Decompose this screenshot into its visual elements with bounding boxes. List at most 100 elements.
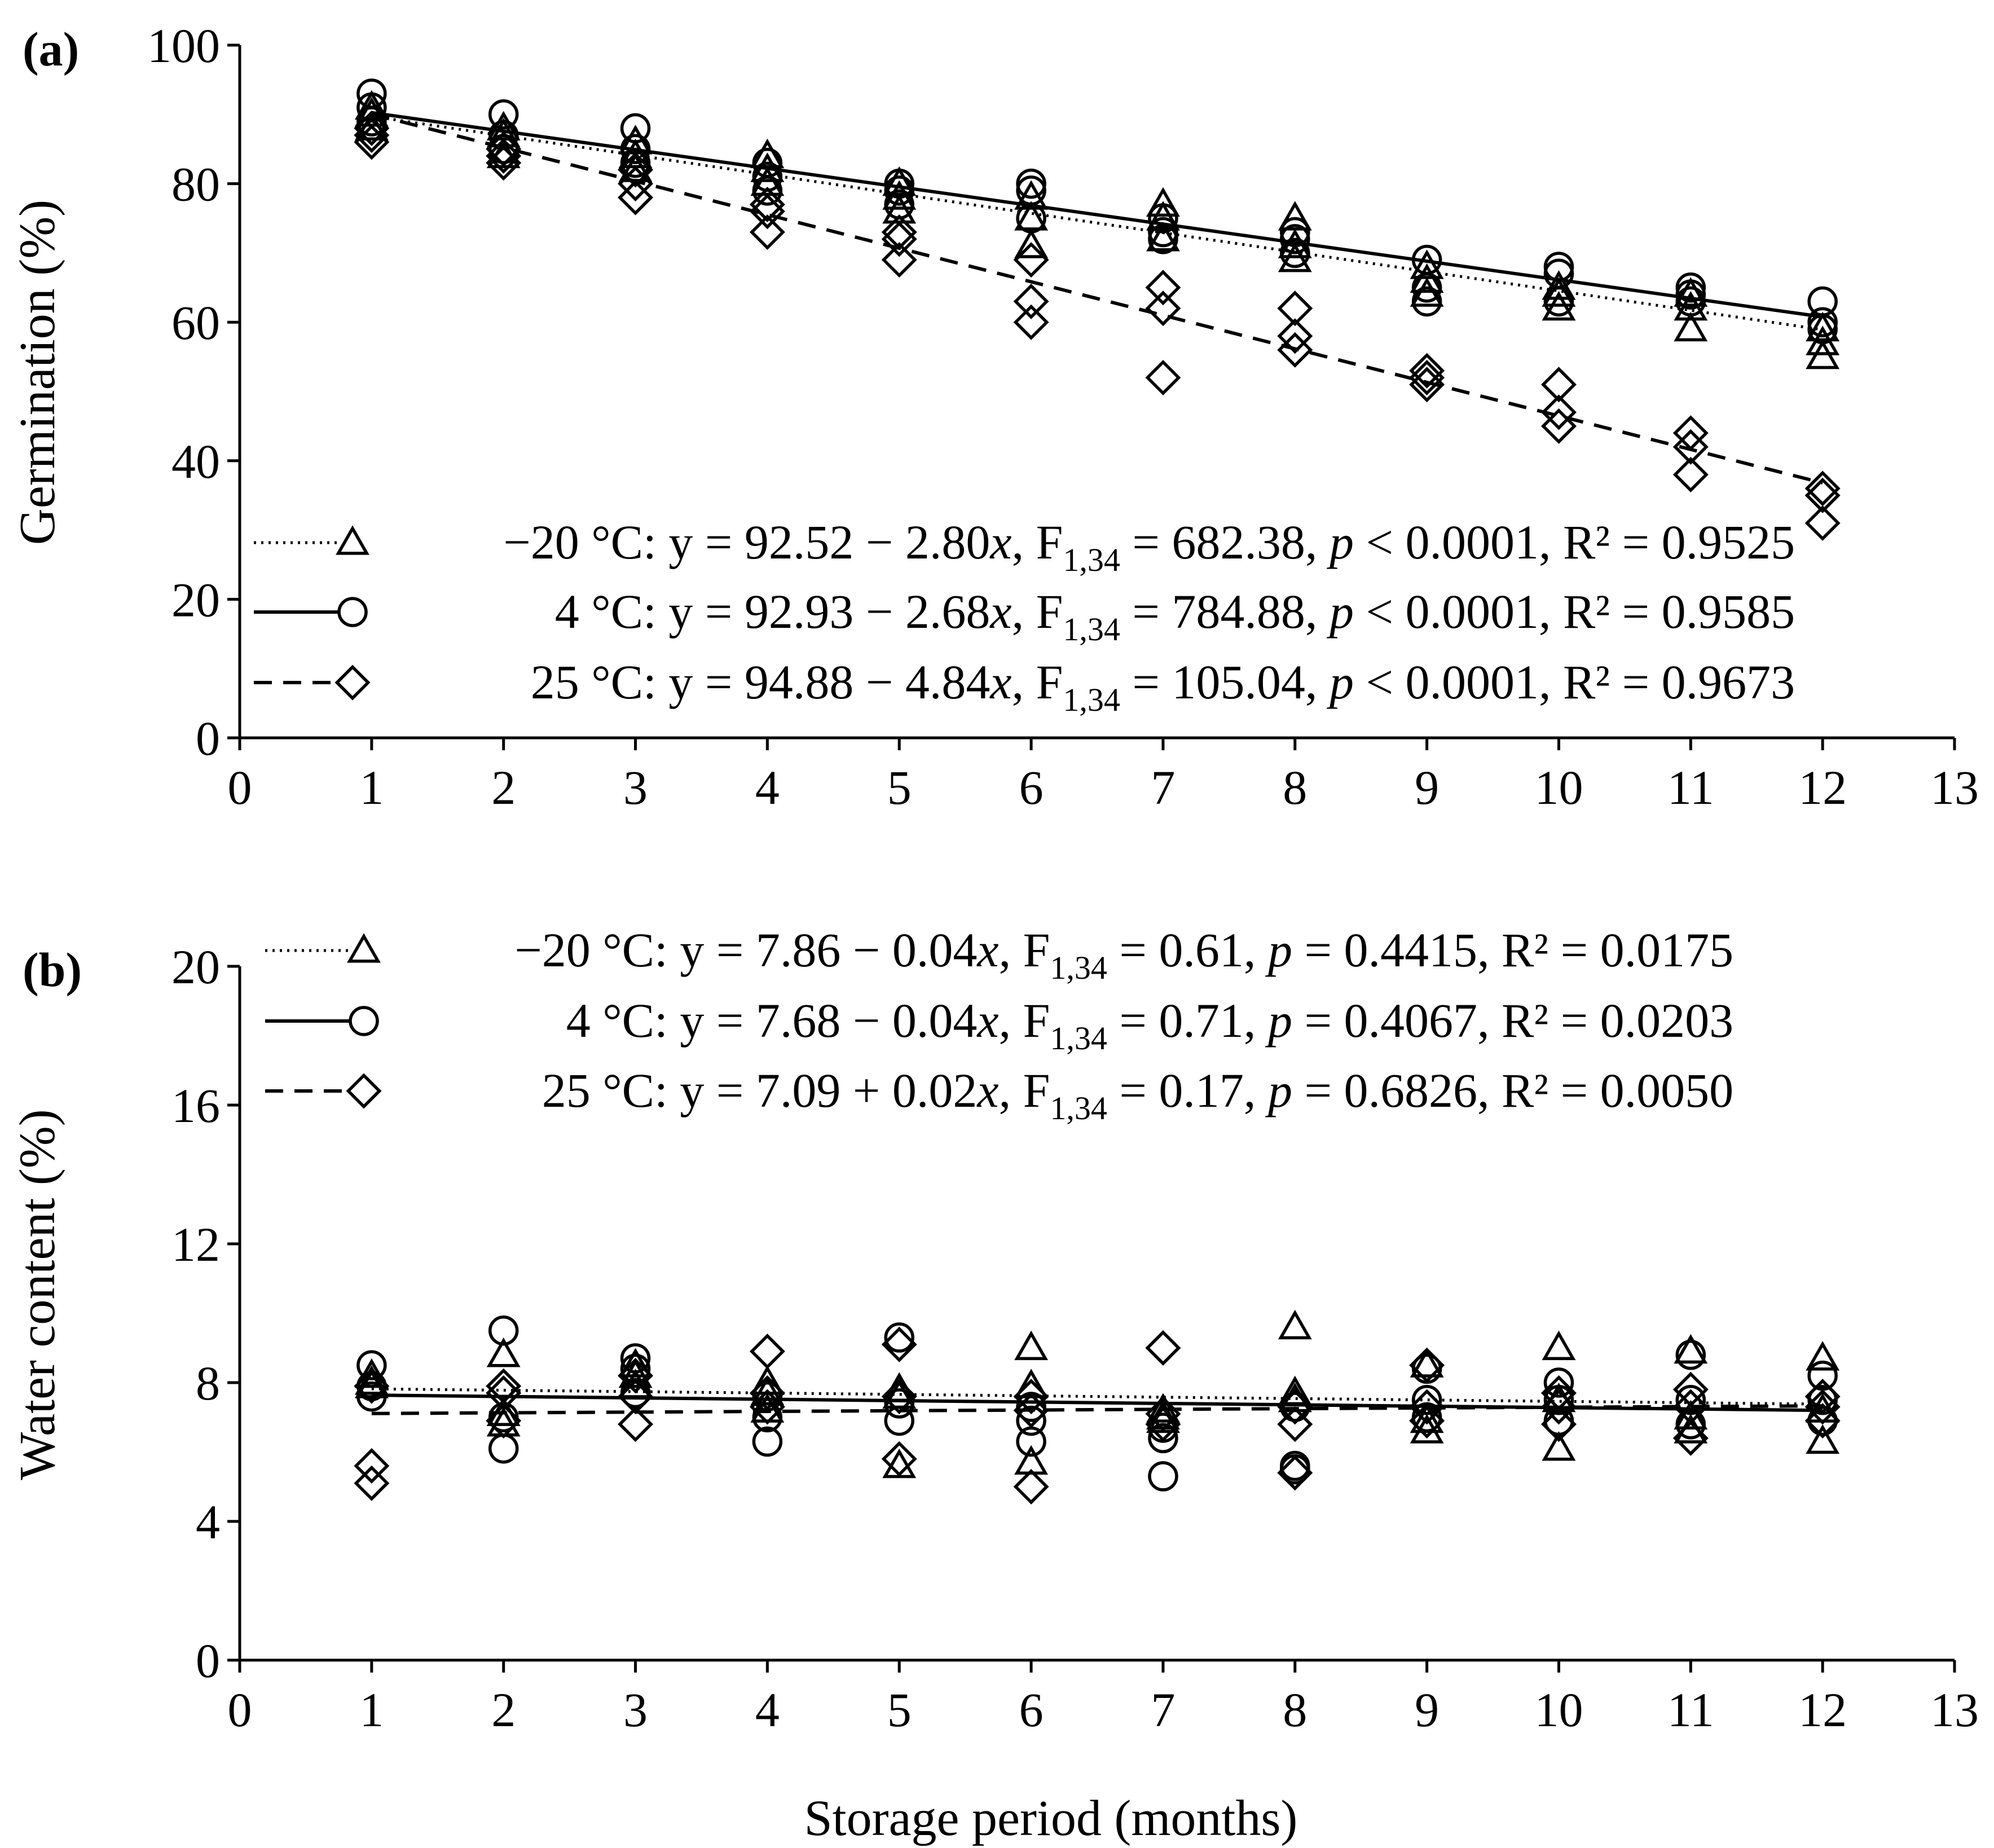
y-tick-label: 0 [196, 711, 220, 765]
legend-equation-part-p: p [1326, 515, 1354, 569]
data-point-diamond [618, 1379, 654, 1415]
data-point-triangle [1806, 1341, 1840, 1371]
legend-label: 4 °C [555, 584, 643, 639]
data-point-diamond [1409, 1347, 1445, 1383]
data-point-triangle [1014, 228, 1049, 258]
data-point-triangle [354, 1365, 389, 1395]
data-point-diamond [354, 1448, 390, 1484]
data-point-circle [620, 113, 651, 144]
data-point-circle [884, 1388, 914, 1419]
fit-line-diamond [371, 1404, 1823, 1415]
data-point-circle [620, 148, 651, 178]
data-point-triangle [618, 1348, 653, 1378]
x-tick-label: 13 [1930, 1683, 1979, 1737]
x-tick-label: 4 [755, 1683, 780, 1737]
legend-equation: : y = 92.52 − 2.80x, F1,34 = 682.38, p <… [643, 515, 1795, 578]
data-point-diamond [1409, 367, 1445, 403]
legend-equation-part-x: x [976, 993, 998, 1048]
panel-b-data-points [354, 1309, 1841, 1504]
data-point-circle [356, 78, 387, 109]
legend-marker-diamond [346, 1073, 382, 1109]
data-point-diamond [881, 221, 917, 257]
legend-label: −20 °C [503, 515, 643, 569]
legend-equation-part-p: p [1265, 993, 1292, 1048]
data-point-diamond [618, 1406, 654, 1442]
legend-equation-part-p: p [1265, 1063, 1292, 1117]
panel-b-legend: −20 °C: y = 7.86 − 0.04x, F1,34 = 0.61, … [265, 923, 1733, 1127]
data-point-triangle [1278, 201, 1312, 231]
data-point-diamond [1540, 1406, 1577, 1442]
data-point-circle [752, 1402, 783, 1433]
x-tick-label: 2 [491, 1683, 516, 1737]
data-point-diamond [1672, 429, 1709, 465]
data-point-circle [1148, 217, 1178, 248]
data-point-circle [884, 1405, 914, 1436]
data-point-diamond [749, 186, 785, 222]
data-point-triangle [1146, 222, 1180, 252]
x-tick-label: 1 [359, 1683, 384, 1737]
data-point-diamond [618, 166, 654, 202]
data-point-diamond [1804, 470, 1841, 507]
data-point-diamond [486, 145, 522, 181]
data-point-diamond [1145, 291, 1181, 327]
data-point-diamond [1013, 1379, 1049, 1415]
y-tick-label: 60 [171, 296, 220, 350]
data-point-circle [1016, 168, 1046, 199]
panel-a-label: (a) [23, 22, 79, 76]
legend-equation-part-post2: = 0.4415, R² = 0.0175 [1292, 923, 1733, 977]
x-tick-label: 5 [887, 760, 912, 815]
y-tick-label: 8 [196, 1356, 220, 1410]
data-point-circle [1280, 237, 1310, 269]
legend-equation-part-post2: = 0.4067, R² = 0.0203 [1292, 993, 1733, 1048]
legend-equation: : y = 7.86 − 0.04x, F1,34 = 0.61, p = 0.… [654, 923, 1733, 986]
legend-equation-part-pre: : y = 92.52 − 2.80 [643, 515, 990, 569]
data-point-circle [1148, 203, 1178, 234]
data-point-triangle [1014, 1330, 1049, 1361]
data-point-triangle [750, 138, 785, 169]
data-point-circle [488, 99, 519, 130]
data-point-circle [1675, 279, 1706, 310]
data-point-diamond [1540, 394, 1577, 430]
data-point-triangle [1542, 1431, 1576, 1461]
legend-marker-triangle [347, 933, 381, 963]
legend-equation-part-post2: = 0.6826, R² = 0.0050 [1292, 1063, 1733, 1117]
data-point-diamond [1013, 242, 1049, 278]
legend-label: 4 °C [566, 993, 654, 1048]
x-tick-label: 8 [1283, 1683, 1307, 1737]
data-point-triangle [1278, 1375, 1312, 1406]
data-point-diamond [1013, 283, 1049, 319]
data-point-circle [356, 1350, 387, 1380]
legend-equation-part-x: x [976, 1063, 998, 1117]
x-tick-label: 7 [1151, 1683, 1175, 1737]
x-tick-label: 13 [1930, 760, 1979, 815]
data-point-diamond [749, 1389, 785, 1425]
x-tick-label: 9 [1415, 760, 1439, 815]
legend-equation-part-sub: 1,34 [1063, 542, 1120, 578]
legend-label: −20 °C [514, 923, 654, 977]
x-tick-label: 6 [1019, 760, 1044, 815]
legend-label: 25 °C [531, 655, 643, 709]
legend-equation-part-mid: , F [1012, 655, 1063, 709]
data-point-diamond [618, 152, 654, 188]
data-point-diamond [1540, 408, 1577, 444]
data-point-diamond [1277, 1455, 1313, 1491]
panel-b-y-axis-label: Water content (%) [10, 1109, 65, 1480]
data-point-diamond [1672, 415, 1709, 451]
data-point-circle [1016, 1405, 1046, 1436]
legend-equation-part-sub: 1,34 [1063, 681, 1120, 718]
data-point-circle [1807, 307, 1838, 337]
data-point-diamond [1145, 359, 1181, 395]
legend-equation-part-post1: = 0.71, [1107, 993, 1268, 1048]
y-tick-label: 100 [147, 19, 220, 73]
data-point-triangle [1674, 311, 1708, 342]
y-tick-label: 20 [171, 940, 220, 994]
legend-equation-part-post1: = 0.61, [1107, 923, 1268, 977]
x-tick-label: 2 [491, 760, 516, 815]
data-point-diamond [1277, 332, 1313, 368]
x-tick-label: 12 [1798, 1683, 1847, 1737]
data-point-triangle [618, 1358, 653, 1388]
x-tick-label: 0 [228, 760, 252, 815]
data-point-circle [1543, 1385, 1574, 1415]
